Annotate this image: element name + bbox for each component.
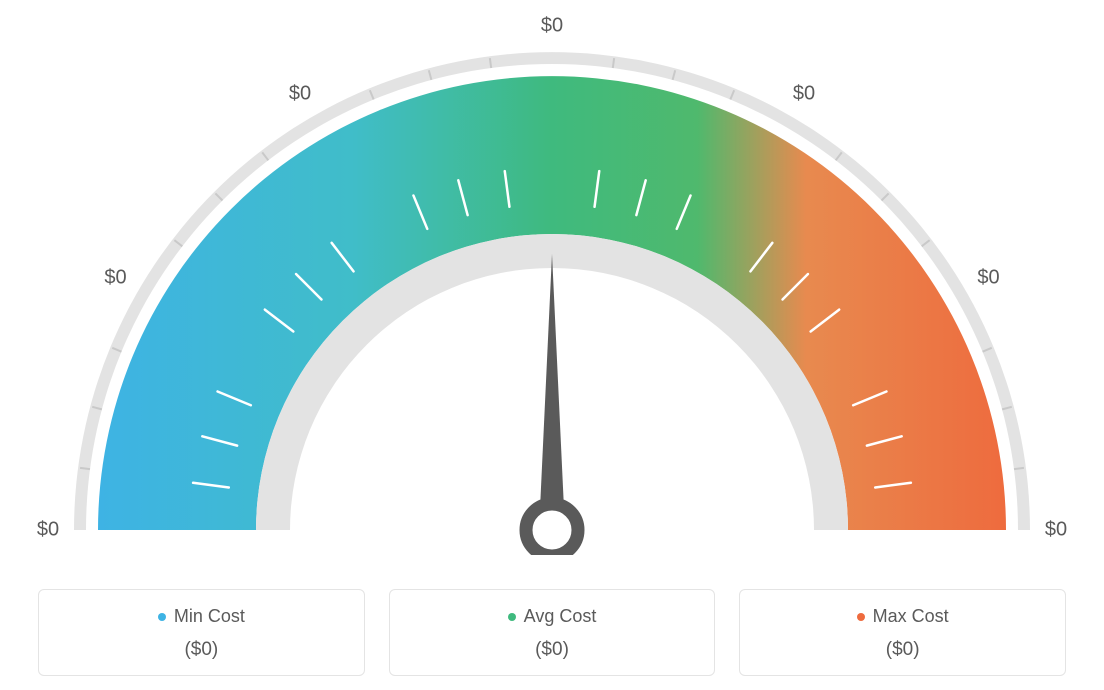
gauge-tick-label: $0 <box>793 82 815 105</box>
gauge-tick-label: $0 <box>541 15 563 38</box>
gauge-tick-label: $0 <box>289 82 311 105</box>
gauge-tick-label: $0 <box>104 267 126 290</box>
card-value: ($0) <box>752 639 1053 661</box>
card-title: Avg Cost <box>508 606 597 627</box>
dot-icon <box>508 613 516 621</box>
card-avg-cost: Avg Cost ($0) <box>389 589 716 676</box>
dot-icon <box>158 613 166 621</box>
gauge-tick-label: $0 <box>1045 519 1067 542</box>
card-title: Min Cost <box>158 606 245 627</box>
legend-cards: Min Cost ($0) Avg Cost ($0) Max Cost ($0… <box>38 589 1066 676</box>
gauge-tick-label: $0 <box>37 519 59 542</box>
card-min-cost: Min Cost ($0) <box>38 589 365 676</box>
card-title-text: Min Cost <box>174 606 245 627</box>
gauge-tick-label: $0 <box>977 267 999 290</box>
card-value: ($0) <box>402 639 703 661</box>
card-value: ($0) <box>51 639 352 661</box>
card-title: Max Cost <box>857 606 949 627</box>
card-max-cost: Max Cost ($0) <box>739 589 1066 676</box>
gauge-chart: $0 $0 $0 $0 $0 $0 $0 <box>0 0 1104 555</box>
card-title-text: Max Cost <box>873 606 949 627</box>
dot-icon <box>857 613 865 621</box>
card-title-text: Avg Cost <box>524 606 597 627</box>
gauge-svg <box>0 0 1104 555</box>
